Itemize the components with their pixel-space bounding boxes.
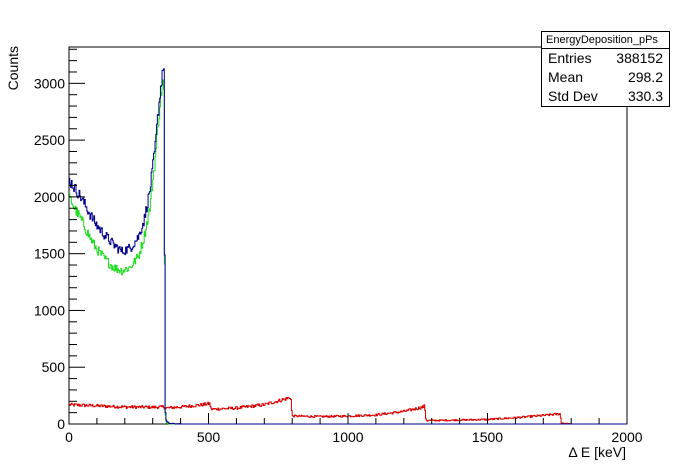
x-tick-label: 0: [65, 429, 73, 445]
y-tick-label: 1500: [34, 246, 65, 262]
series-line-total: [69, 68, 627, 425]
y-tick-label: 2500: [34, 132, 65, 148]
series-line-green-component: [69, 79, 627, 425]
y-tick-label: 500: [42, 359, 66, 375]
stats-entries-value: 388152: [616, 50, 663, 66]
y-tick-label: 2000: [34, 189, 65, 205]
series-line-red-component: [69, 397, 627, 425]
y-tick-label: 3000: [34, 75, 65, 91]
x-axis-label: Δ E [keV]: [568, 444, 626, 460]
y-tick-label: 0: [57, 416, 65, 432]
x-tick-label: 1500: [472, 429, 503, 445]
stats-entries-label: Entries: [548, 50, 592, 66]
x-tick-label: 2000: [611, 429, 642, 445]
stats-mean-label: Mean: [548, 69, 584, 85]
stats-row-entries: Entries 388152: [542, 49, 669, 68]
y-tick-label: 1000: [34, 302, 65, 318]
stats-mean-value: 298.2: [627, 69, 663, 85]
stats-stddev-value: 330.3: [627, 88, 663, 104]
x-tick-label: 500: [197, 429, 221, 445]
stats-row-mean: Mean 298.2: [542, 68, 669, 87]
stats-row-stddev: Std Dev 330.3: [542, 87, 669, 106]
y-axis-label: Counts: [5, 46, 21, 90]
stats-stddev-label: Std Dev: [548, 88, 598, 104]
x-tick-label: 1000: [332, 429, 363, 445]
stats-title: EnergyDeposition_pPs: [542, 32, 669, 49]
stats-box: EnergyDeposition_pPs Entries 388152 Mean…: [541, 31, 670, 107]
